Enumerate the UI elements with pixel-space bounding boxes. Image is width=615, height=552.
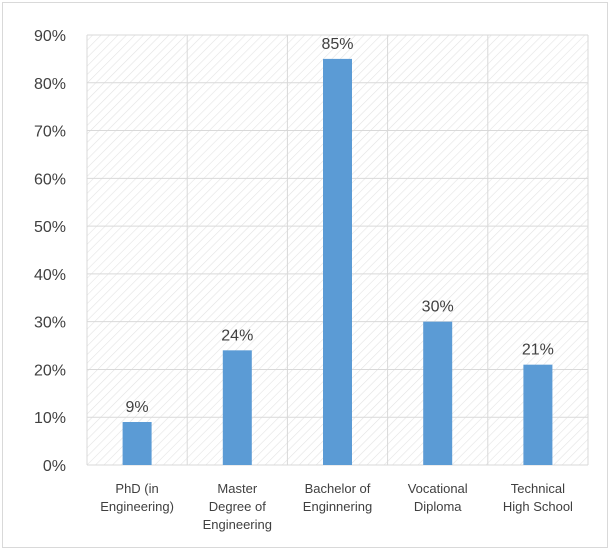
bar	[423, 321, 453, 465]
y-tick-label: 0%	[43, 458, 66, 475]
bar	[122, 422, 152, 465]
y-tick-label: 50%	[34, 219, 66, 236]
x-tick-label: Enginnering	[303, 499, 372, 514]
bar	[523, 364, 553, 465]
bar	[222, 350, 252, 465]
x-axis: PhD (in Engineering) Master Degree of Engine…	[100, 481, 573, 532]
x-tick-label: Engineering	[203, 517, 272, 532]
data-labels: 9% 24% 85% 30% 21%	[126, 36, 554, 416]
y-tick-label: 70%	[34, 124, 66, 141]
y-tick-label: 10%	[34, 410, 66, 427]
bars	[122, 58, 553, 466]
x-tick-label: Diploma	[414, 499, 462, 514]
data-label: 24%	[221, 327, 253, 344]
data-label: 85%	[321, 36, 353, 53]
x-tick-label: High School	[503, 499, 573, 514]
data-label: 30%	[422, 299, 454, 316]
x-tick-label: Degree of	[209, 499, 266, 514]
x-tick-label: PhD (in	[115, 481, 158, 496]
x-tick-label: Bachelor of	[305, 481, 371, 496]
x-tick-label: Engineering)	[100, 499, 174, 514]
y-tick-label: 80%	[34, 76, 66, 93]
y-axis: 0% 10% 20% 30% 40% 50% 60% 70% 80% 90%	[34, 28, 66, 475]
y-tick-label: 60%	[34, 171, 66, 188]
x-tick-label: Master	[217, 481, 257, 496]
x-tick-label: Technical	[511, 481, 565, 496]
x-tick-label: Vocational	[408, 481, 468, 496]
y-tick-label: 40%	[34, 267, 66, 284]
y-tick-label: 30%	[34, 315, 66, 332]
y-tick-label: 20%	[34, 362, 66, 379]
bar	[323, 58, 352, 466]
y-tick-label: 90%	[34, 28, 66, 45]
data-label: 21%	[522, 342, 554, 359]
data-label: 9%	[126, 399, 149, 416]
